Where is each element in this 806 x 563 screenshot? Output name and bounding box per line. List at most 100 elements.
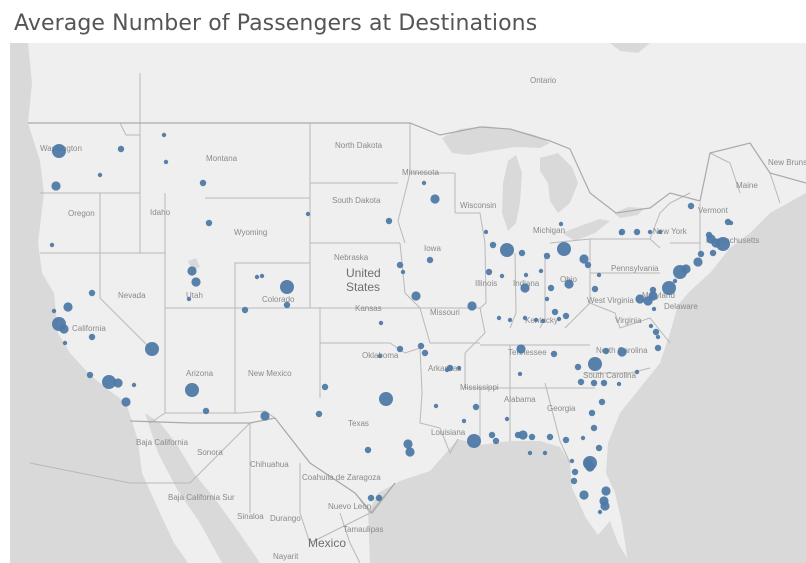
destination-marker[interactable] [86,371,94,379]
destination-marker[interactable] [145,342,159,356]
destination-marker[interactable] [421,349,429,357]
destination-marker[interactable] [533,317,539,323]
destination-marker[interactable] [634,369,640,375]
destination-marker[interactable] [523,272,529,278]
destination-marker[interactable] [687,202,695,210]
destination-marker[interactable] [557,242,571,256]
destination-marker[interactable] [588,357,602,371]
destination-marker[interactable] [574,363,582,371]
destination-marker[interactable] [647,229,653,235]
destination-marker[interactable] [580,435,586,441]
destination-marker[interactable] [88,289,96,297]
destination-marker[interactable] [635,294,645,304]
destination-marker[interactable] [570,477,578,485]
destination-marker[interactable] [202,407,210,415]
destination-marker[interactable] [590,379,598,387]
destination-marker[interactable] [590,424,598,432]
destination-marker[interactable] [163,159,169,165]
destination-marker[interactable] [472,403,480,411]
destination-marker[interactable] [444,367,450,373]
destination-marker[interactable] [405,447,415,457]
destination-marker[interactable] [396,345,404,353]
destination-marker[interactable] [577,378,585,386]
destination-marker[interactable] [591,285,599,293]
destination-marker[interactable] [518,430,528,440]
destination-marker[interactable] [430,194,440,204]
destination-marker[interactable] [280,280,294,294]
destination-marker[interactable] [492,437,500,445]
destination-marker[interactable] [649,286,657,294]
destination-marker[interactable] [456,365,462,371]
destination-marker[interactable] [51,308,57,314]
destination-marker[interactable] [259,273,265,279]
destination-marker[interactable] [186,296,192,302]
destination-marker[interactable] [131,382,137,388]
destination-marker[interactable] [241,306,249,314]
destination-marker[interactable] [396,261,404,269]
destination-marker[interactable] [499,273,505,279]
destination-marker[interactable] [595,444,603,452]
destination-marker[interactable] [527,450,533,456]
destination-marker[interactable] [598,398,606,406]
destination-marker[interactable] [728,220,734,226]
destination-marker[interactable] [321,383,329,391]
destination-marker[interactable] [583,456,597,470]
destination-marker[interactable] [705,231,713,239]
destination-marker[interactable] [52,144,66,158]
destination-marker[interactable] [191,277,201,287]
destination-marker[interactable] [655,334,661,340]
destination-marker[interactable] [161,132,167,138]
destination-marker[interactable] [596,272,602,278]
destination-marker[interactable] [385,217,393,225]
destination-marker[interactable] [199,179,207,187]
destination-marker[interactable] [97,172,103,178]
destination-marker[interactable] [367,494,375,502]
destination-marker[interactable] [600,379,608,387]
destination-marker[interactable] [681,264,691,274]
destination-marker[interactable] [88,333,96,341]
destination-marker[interactable] [543,252,551,260]
destination-marker[interactable] [571,468,579,476]
destination-marker[interactable] [616,381,622,387]
destination-marker[interactable] [517,371,523,377]
map-canvas[interactable]: Ontario Washington Montana North Dakota … [10,43,806,563]
destination-marker[interactable] [651,306,657,312]
destination-marker[interactable] [488,431,496,439]
destination-marker[interactable] [538,268,544,274]
destination-marker[interactable] [467,434,481,448]
destination-marker[interactable] [518,249,526,257]
destination-marker[interactable] [102,375,116,389]
destination-marker[interactable] [540,318,546,324]
destination-marker[interactable] [633,228,641,236]
destination-marker[interactable] [364,446,372,454]
destination-marker[interactable] [485,268,493,276]
destination-marker[interactable] [59,324,69,334]
destination-marker[interactable] [489,241,497,249]
destination-marker[interactable] [315,410,323,418]
destination-marker[interactable] [496,315,502,321]
destination-marker[interactable] [62,340,68,346]
destination-marker[interactable] [547,284,555,292]
destination-marker[interactable] [520,283,530,293]
destination-marker[interactable] [185,383,199,397]
destination-marker[interactable] [433,403,439,409]
destination-marker[interactable] [562,312,570,320]
destination-marker[interactable] [461,418,467,424]
destination-marker[interactable] [51,181,61,191]
destination-marker[interactable] [657,229,663,235]
destination-marker[interactable] [49,242,55,248]
destination-marker[interactable] [63,302,73,312]
destination-marker[interactable] [500,243,514,257]
destination-marker[interactable] [579,254,589,264]
destination-marker[interactable] [378,320,384,326]
destination-marker[interactable] [467,301,477,311]
destination-marker[interactable] [697,250,705,258]
destination-marker[interactable] [693,257,703,267]
destination-marker[interactable] [205,219,213,227]
destination-marker[interactable] [709,249,717,257]
destination-marker[interactable] [426,256,434,264]
destination-marker[interactable] [648,323,654,329]
destination-marker[interactable] [546,433,554,441]
destination-marker[interactable] [672,278,678,284]
destination-marker[interactable] [254,274,260,280]
